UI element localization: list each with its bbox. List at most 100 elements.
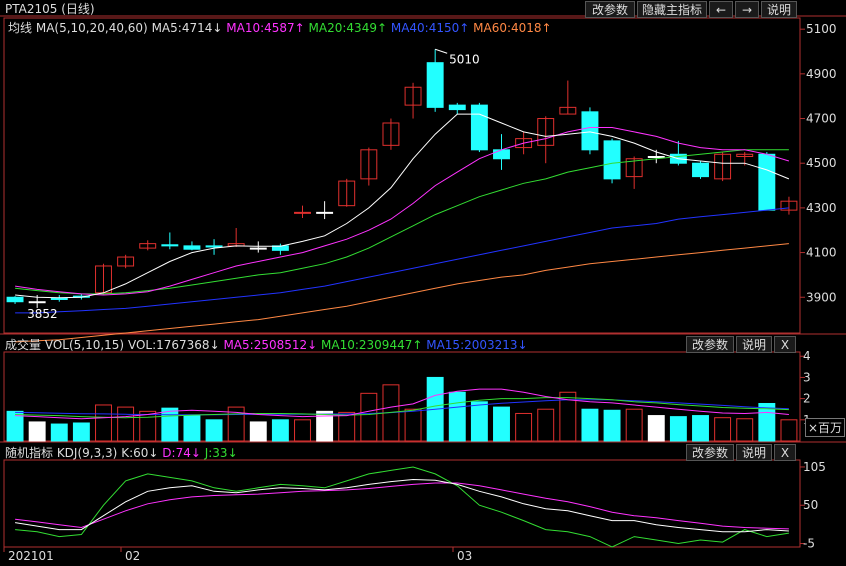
kdj-legend: 随机指标 KDJ(9,3,3) K:60↓ D:74↓ J:33↓: [5, 444, 238, 461]
vol-value: VOL:1767368↓: [127, 338, 220, 352]
candle-body: [205, 245, 223, 248]
date-tick-label: 02: [125, 549, 140, 563]
kdj-y-tick-label: -5: [803, 537, 815, 551]
volume-bar: [669, 416, 687, 442]
volume-bar: [736, 418, 754, 442]
main-panel-frame: [3, 17, 801, 334]
symbol-title: PTA2105 (日线): [5, 2, 95, 16]
date-tick-label: 03: [457, 549, 472, 563]
candle-body: [139, 243, 157, 249]
candle-body: [714, 153, 732, 180]
volume-bar: [537, 408, 555, 442]
ma5-value: MA5:4714↓: [151, 21, 223, 35]
kdj-d-line: [15, 482, 789, 530]
candle-body: [625, 158, 643, 178]
candle-body: [448, 104, 466, 111]
volume-bar: [625, 408, 643, 442]
ma60-line: [15, 243, 789, 343]
ma60-value: MA60:4018↑: [473, 21, 552, 35]
candle-body: [117, 256, 135, 267]
volume-bar: [559, 391, 577, 442]
candle-body: [493, 149, 510, 160]
y-tick-label: 4700: [806, 112, 837, 126]
volume-bar: [448, 391, 466, 442]
kdj-change-params-button[interactable]: 改参数: [686, 444, 734, 461]
candle-body: [470, 104, 488, 151]
y-tick-label: 4100: [806, 246, 837, 260]
kdj-k-value: K:60↓: [121, 446, 159, 460]
volume-bar: [316, 410, 334, 442]
ma40-line: [15, 207, 789, 314]
volume-bar: [360, 392, 378, 442]
volume-bar: [603, 409, 621, 442]
kdj-j-line: [15, 466, 789, 548]
kdj-help-button[interactable]: 说明: [736, 444, 772, 461]
help-button[interactable]: 说明: [761, 1, 797, 18]
ma10-line: [15, 127, 790, 296]
vol-y-tick-label: 2: [803, 392, 811, 406]
volume-bar: [271, 419, 289, 442]
candle-body: [50, 297, 68, 300]
candle-body: [404, 86, 422, 106]
hide-main-indicator-button[interactable]: 隐藏主指标: [637, 1, 707, 18]
indicator-name: 均线: [8, 21, 33, 35]
volume-bar: [493, 406, 510, 442]
vol-unit-label: ×百万: [805, 418, 846, 437]
date-tick-label: 202101: [8, 549, 54, 563]
kdj-panel-frame: [3, 459, 801, 548]
vol-ma10-value: MA10:2309447↑: [321, 338, 423, 352]
candle-body: [780, 200, 798, 211]
indicator-params: MA(5,10,20,40,60): [35, 21, 148, 35]
vol-close-button[interactable]: X: [774, 336, 796, 353]
change-params-button[interactable]: 改参数: [585, 1, 635, 18]
volume-bar: [161, 407, 179, 442]
y-tick-label: 5100: [806, 22, 837, 36]
candle-body: [360, 149, 378, 180]
kdj-label: 随机指标 KDJ(9,3,3): [5, 446, 118, 460]
vol-legend: 成交量 VOL(5,10,15) VOL:1767368↓ MA5:250851…: [5, 336, 528, 353]
scroll-left-button[interactable]: ←: [709, 1, 733, 18]
candle-body: [294, 211, 311, 214]
kdj-close-button[interactable]: X: [774, 444, 796, 461]
candle-body: [758, 153, 776, 211]
ma20-value: MA20:4349↑: [308, 21, 388, 35]
candle-body: [647, 156, 665, 159]
volume-bar: [205, 419, 223, 442]
volume-bar: [470, 401, 488, 442]
main-indicator-legend: 均线 MA(5,10,20,40,60) MA5:4714↓ MA10:4587…: [8, 19, 552, 36]
volume-bar: [515, 412, 533, 442]
candle-body: [6, 296, 24, 303]
vol-change-params-button[interactable]: 改参数: [686, 336, 734, 353]
vol-help-button[interactable]: 说明: [736, 336, 772, 353]
low-label: 3852: [27, 307, 58, 321]
ma10-value: MA10:4587↑: [226, 21, 305, 35]
candle-body: [426, 62, 444, 108]
vol-ma5-line: [15, 388, 789, 420]
volume-bar: [581, 408, 599, 442]
vol-panel-frame: [3, 351, 801, 442]
candle-body: [603, 140, 621, 180]
candle-body: [382, 122, 400, 146]
y-tick-label: 4300: [806, 201, 837, 215]
volume-bar: [139, 410, 157, 442]
candle-body: [692, 162, 709, 178]
volume-bar: [647, 415, 665, 442]
vol-label: 成交量 VOL(5,10,15): [5, 338, 125, 352]
candle-body: [249, 247, 267, 250]
volume-bar: [117, 406, 135, 442]
kdj-d-value: D:74↓: [162, 446, 201, 460]
volume-bar: [183, 415, 201, 442]
ma20-line: [15, 149, 789, 295]
vol-ma5-value: MA5:2508512↓: [223, 338, 318, 352]
vol-ma15-value: MA15:2003213↓: [426, 338, 528, 352]
vol-y-tick-label: 4: [803, 349, 811, 363]
volume-bar: [294, 419, 311, 442]
candle-body: [515, 138, 533, 149]
volume-bar: [28, 421, 46, 442]
volume-bar: [227, 406, 245, 442]
kdj-y-tick-label: 50: [803, 498, 818, 512]
scroll-right-button[interactable]: →: [735, 1, 759, 18]
candle-body: [537, 118, 555, 146]
volume-bar: [404, 408, 422, 442]
